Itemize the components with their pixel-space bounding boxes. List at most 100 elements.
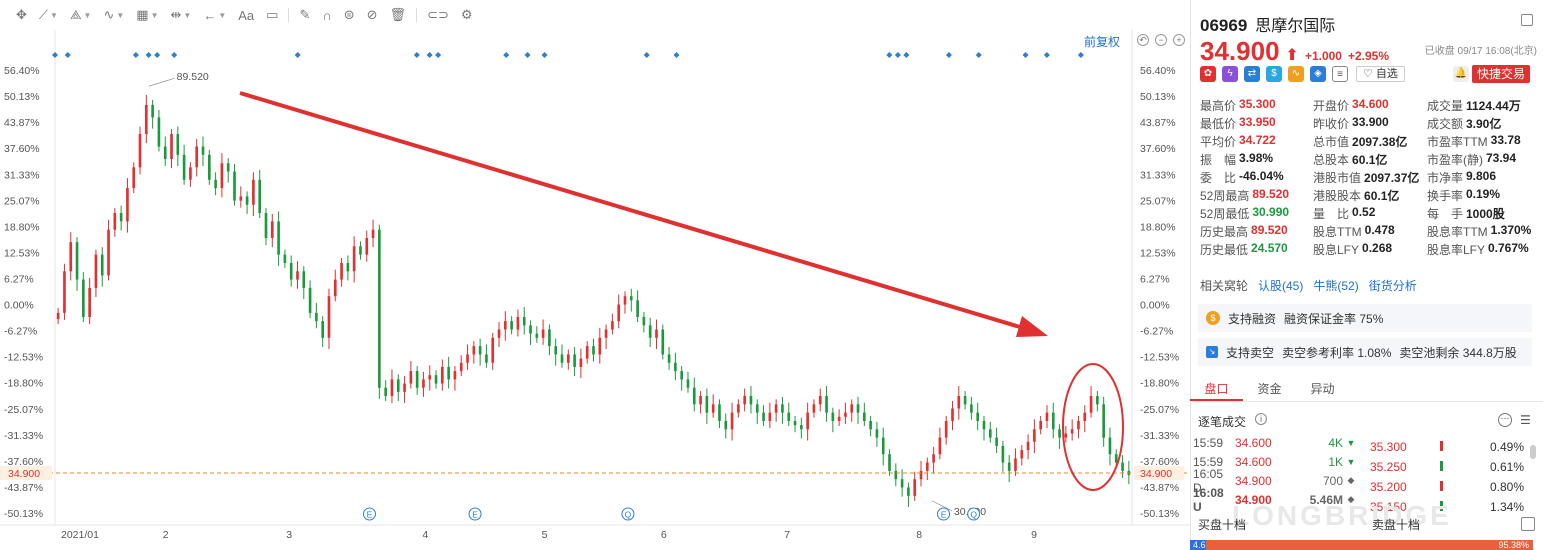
wave-tool-icon[interactable]: ∿ ▼: [97, 0, 130, 30]
arrow-tool-icon[interactable]: ← ▼: [197, 0, 232, 30]
stat-key: 市盈率(静): [1426, 152, 1483, 167]
magnet-tool-icon-glyph: ∩: [322, 7, 332, 23]
line-tool-icon[interactable]: ⟋ ▼: [33, 0, 64, 30]
stat-key: 成交量: [1426, 98, 1463, 113]
street-analysis-link[interactable]: 街货分析: [1368, 279, 1417, 293]
more-icon[interactable]: ···: [1498, 413, 1512, 427]
candle-body: [75, 242, 79, 280]
dollar-icon[interactable]: $: [1266, 66, 1282, 82]
hk-flag-icon[interactable]: ✿: [1200, 66, 1216, 82]
y-tick-label-right: 0.00%: [1140, 300, 1170, 312]
quick-trade-button[interactable]: 快捷交易: [1472, 65, 1531, 83]
doc-icon[interactable]: ≡: [1332, 66, 1348, 82]
expand-icon[interactable]: [1521, 517, 1535, 531]
comment-tool-icon[interactable]: ▭: [260, 0, 284, 30]
bell-icon[interactable]: 🔔: [1453, 66, 1469, 82]
stat-key: 每 手: [1426, 206, 1463, 221]
event-dot: [903, 52, 910, 58]
stat-cell: 52周最低 30.990: [1200, 205, 1313, 222]
tick-vol: 700: [1322, 473, 1343, 488]
stat-row: 历史最高 89.520 股息TTM 0.478 股息率TTM 1.370%: [1200, 222, 1540, 240]
text-tool-icon[interactable]: Aa: [232, 0, 260, 30]
pen-tool-icon[interactable]: ✎: [293, 0, 316, 30]
trend-icon[interactable]: ∿: [1288, 66, 1304, 82]
list-icon[interactable]: ☰: [1520, 413, 1531, 427]
stat-key: 历史最高: [1200, 224, 1249, 239]
earnings-marker-letter: E: [367, 510, 373, 520]
tick-vol: 5.46M: [1309, 492, 1343, 507]
restore-right-button[interactable]: 前复权: [1084, 35, 1121, 49]
candle-body: [415, 371, 419, 388]
link-tool-icon[interactable]: ⊂⊃: [421, 0, 455, 30]
stat-cell: 历史最高 89.520: [1200, 223, 1313, 240]
tab-movement[interactable]: 异动: [1310, 382, 1335, 396]
path-tool-icon[interactable]: ⟁ ▼: [64, 0, 98, 30]
candlestick-chart[interactable]: 56.40% 56.40% 50.13% 50.13% 43.87% 43.87% 37.6…: [0, 30, 1190, 550]
magnet-tool-icon[interactable]: ∩: [316, 0, 337, 30]
candle-body: [793, 420, 797, 426]
event-dot: [145, 52, 152, 58]
stat-key: 历史最低: [1200, 242, 1249, 257]
stat-key: 总股本: [1313, 152, 1350, 167]
cbbc-link[interactable]: 牛熊(52): [1313, 279, 1359, 293]
chevron-down-icon[interactable]: ▼: [116, 10, 125, 20]
tick-row: 15:59 34.600 1K ▼: [1193, 452, 1368, 471]
candle-body: [737, 404, 740, 413]
candle-body: [88, 287, 91, 318]
info-icon[interactable]: i: [1255, 413, 1267, 425]
scrollbar[interactable]: [1530, 445, 1536, 459]
zoom-in-icon[interactable]: +: [1173, 34, 1185, 46]
chevron-down-icon[interactable]: ▼: [83, 10, 92, 20]
delete-tool-icon[interactable]: 🗑: [384, 0, 413, 30]
panel-menu-icon[interactable]: [1521, 14, 1533, 26]
current-price-tag-right: [1134, 465, 1184, 480]
tag-icon[interactable]: ◈: [1310, 66, 1326, 82]
candle-body: [340, 262, 343, 280]
lightning-icon[interactable]: ϟ: [1222, 66, 1238, 82]
book-pct: 0.80%: [1489, 480, 1524, 494]
candle-body: [674, 362, 677, 372]
chevron-down-icon[interactable]: ▼: [150, 10, 159, 20]
stat-cell: 市净率 9.806: [1427, 169, 1540, 186]
tab-orderbook[interactable]: 盘口: [1190, 378, 1243, 401]
candle-body: [623, 296, 627, 305]
chevron-down-icon[interactable]: ▼: [218, 10, 227, 20]
candle-body: [774, 404, 778, 413]
fib-tool-icon[interactable]: ▦ ▼: [130, 0, 164, 30]
candle-body: [755, 404, 759, 413]
candle-body: [629, 296, 633, 301]
candle-body: [308, 287, 312, 313]
event-dot: [1077, 52, 1084, 58]
bull-warrants-link[interactable]: 认股(45): [1258, 279, 1304, 293]
chevron-down-icon[interactable]: ▼: [183, 10, 192, 20]
settings-gear-icon[interactable]: ⚙: [455, 0, 479, 30]
range-tool-icon[interactable]: ⇹ ▼: [165, 0, 198, 30]
candle-body: [869, 420, 872, 430]
tab-capital[interactable]: 资金: [1257, 382, 1282, 396]
lock-tool-icon[interactable]: ⊜: [338, 0, 361, 30]
hide-tool-icon[interactable]: ⊘: [361, 0, 384, 30]
zoom-out-icon[interactable]: −: [1155, 34, 1167, 46]
candle-body: [1020, 450, 1024, 459]
chart-area[interactable]: 56.40% 56.40% 50.13% 50.13% 43.87% 43.87% 37.6…: [0, 30, 1190, 550]
toolbar-divider: [288, 8, 290, 22]
highlight-ellipse: [1062, 363, 1124, 491]
candle-body: [592, 346, 595, 355]
undo-icon[interactable]: ↶: [1137, 34, 1149, 46]
add-watchlist-button[interactable]: ♡ 自选: [1356, 66, 1405, 82]
connect-icon[interactable]: ⇄: [1244, 66, 1260, 82]
stat-key: 成交额: [1426, 116, 1463, 131]
move-tool-icon[interactable]: ✥: [10, 0, 33, 30]
candle-body: [585, 346, 589, 359]
chevron-down-icon[interactable]: ▼: [50, 10, 58, 20]
max-price-label: 89.520: [177, 71, 209, 83]
stat-key: 最低价: [1200, 116, 1237, 131]
event-dot: [886, 52, 893, 58]
settings-gear-icon-glyph: ⚙: [460, 7, 473, 22]
candle-body: [661, 329, 665, 355]
stat-value: 34.600: [1352, 96, 1389, 111]
feature-icons: ✿ ϟ ⇄ $ ∿ ◈ ≡ ♡ 自选: [1200, 66, 1405, 82]
candle-body: [327, 296, 331, 338]
candle-body: [56, 312, 60, 320]
candle-body: [277, 221, 280, 255]
